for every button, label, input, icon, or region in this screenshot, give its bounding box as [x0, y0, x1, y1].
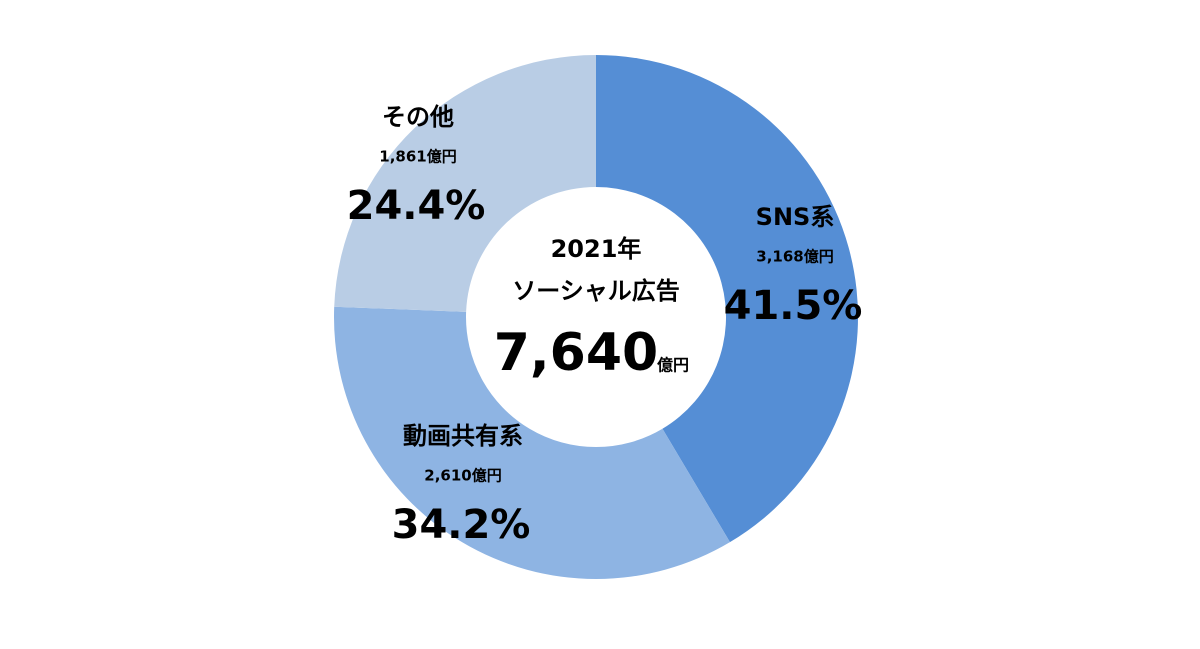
center-line: 2021年 [551, 235, 642, 263]
slice [596, 55, 858, 543]
slice [334, 306, 730, 580]
center-line: ソーシャル広告 [512, 277, 680, 305]
slice-amount: 1,861億円 [379, 148, 456, 166]
slice-percent: 24.4% [347, 183, 486, 229]
center-value: 7,640 [494, 323, 658, 383]
slice-name: 動画共有系 [403, 422, 523, 450]
slice-amount: 2,610億円 [424, 467, 501, 485]
slice-percent: 41.5% [724, 283, 863, 329]
slice-name: SNS系 [756, 203, 835, 231]
slice-amount: 3,168億円 [756, 248, 833, 266]
slice [334, 55, 596, 312]
slices [334, 55, 858, 580]
slice-percent: 34.2% [392, 502, 531, 548]
center-unit: 億円 [657, 356, 689, 375]
slice-name: その他 [382, 103, 454, 131]
